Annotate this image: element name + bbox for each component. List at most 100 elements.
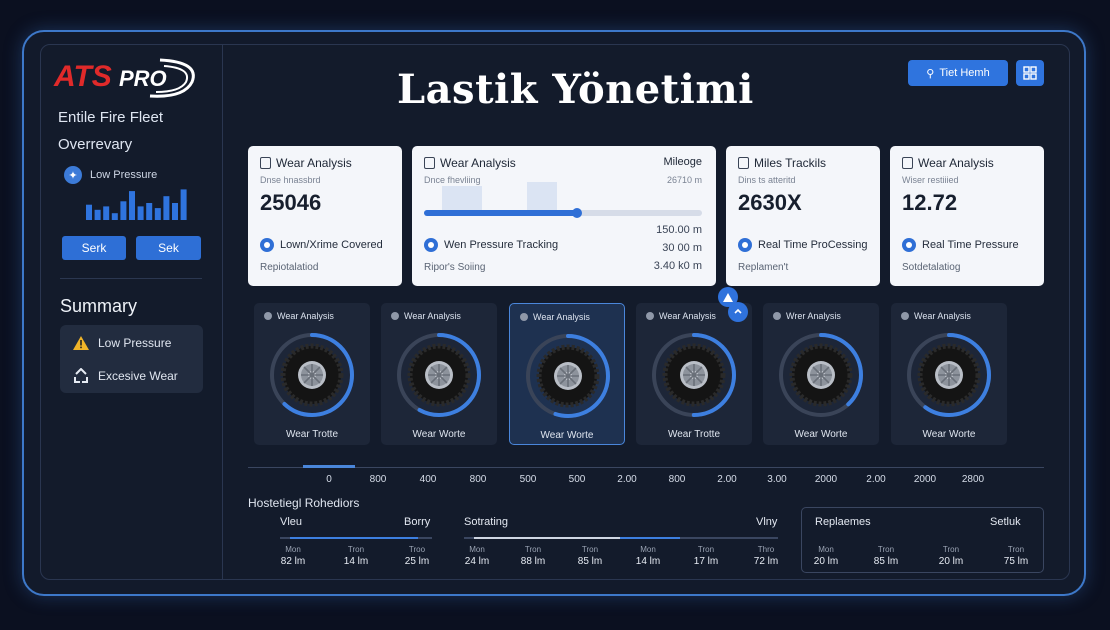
panel3-left-label: Replaemes — [815, 516, 871, 528]
tire-card[interactable]: Wear Analysis Wear Trotte — [254, 303, 370, 445]
summary-item-label: Low Pressure — [98, 336, 172, 350]
summary-item-low-pressure[interactable]: Low Pressure — [72, 335, 171, 351]
summary-panel: Low Pressure Excesive Wear — [60, 325, 203, 393]
history-cell-value: 24 lm — [464, 556, 490, 567]
sidebar-left-button[interactable]: Serk — [62, 236, 126, 260]
scale-tick-label: 2.00 — [617, 474, 637, 485]
scale-tick-label: 2.00 — [866, 474, 886, 485]
mileage-progress-handle[interactable] — [571, 208, 582, 218]
svg-text:PRO: PRO — [119, 66, 167, 91]
status-dot-icon — [901, 312, 909, 320]
tire-card-header: Wear Analysis — [901, 311, 971, 321]
history-cell-header: Tron — [942, 545, 960, 554]
tire-card[interactable]: Wear Analysis Wear Trotte — [636, 303, 752, 445]
svg-text:ATS: ATS — [53, 60, 112, 93]
info-icon — [424, 238, 438, 252]
history-cell-header: Tron — [581, 545, 599, 554]
card-feature: Wen Pressure Tracking — [444, 239, 559, 251]
history-cell-header: Tron — [347, 545, 365, 554]
tire-card-footer: Wear Trotte — [667, 429, 721, 440]
tire-card-header: Wear Analysis — [391, 311, 461, 321]
history-cell-header: Mon — [469, 545, 485, 554]
tire-card[interactable]: Wrer Analysis Wear Worte — [763, 303, 879, 445]
mini-bar — [137, 206, 144, 220]
history-cell-value: 88 lm — [520, 556, 546, 567]
document-icon — [902, 157, 913, 169]
card-feature: Real Time Pressure — [922, 239, 1019, 251]
card-footer: Ripor's Soiing — [424, 262, 486, 273]
search-button[interactable]: ⚲ Tiet Hemh — [908, 60, 1008, 86]
history-cell-header: Tron — [697, 545, 715, 554]
bg-bar — [442, 186, 482, 214]
mini-bar — [172, 203, 178, 220]
card-value-1: 150.00 m — [656, 224, 702, 236]
tire-icon — [536, 344, 600, 408]
stat-card-pressure[interactable]: Wear Analysis Wiser restiiied 12.72 Real… — [890, 146, 1044, 286]
tire-card-title: Wear Analysis — [277, 311, 334, 321]
scale-tick-label: 0 — [326, 474, 332, 485]
gauge-arc — [397, 333, 481, 417]
gauge-arc — [779, 333, 863, 417]
tire-icon — [280, 343, 344, 407]
sidebar-right-button[interactable]: Sek — [136, 236, 201, 260]
low-pressure-row[interactable]: ✦ Low Pressure — [64, 166, 157, 184]
tire-card-title: Wrer Analysis — [786, 311, 841, 321]
history-cell-value: 14 lm — [635, 556, 661, 567]
tire-icon — [662, 343, 726, 407]
scale-tick-label: 2800 — [961, 474, 985, 485]
tire-icon — [407, 343, 471, 407]
scale-axis — [248, 467, 1044, 468]
scale-highlight[interactable] — [303, 465, 355, 468]
history-cell-value: 82 lm — [280, 556, 306, 567]
atspro-logo[interactable]: ATS PRO — [52, 52, 202, 102]
mini-bar — [180, 189, 187, 220]
history-cell-header: Troo — [408, 545, 426, 554]
tire-gauge — [397, 333, 481, 417]
card-footer: Repiotalatiod — [260, 262, 319, 273]
scale-tick-label: 800 — [369, 474, 387, 485]
tire-icon — [917, 343, 981, 407]
history-cell-value: 75 lm — [1003, 556, 1029, 567]
gauge-icon: ✦ — [64, 166, 82, 184]
gauge-arc — [652, 333, 736, 417]
mini-bar — [163, 196, 170, 220]
stat-card-miles-tracking[interactable]: Miles Trackils Dins ts atteritd 2630X Re… — [726, 146, 880, 286]
status-dot-icon — [391, 312, 399, 320]
sidebar-divider — [60, 278, 202, 279]
tire-card-footer: Wear Worte — [412, 429, 466, 440]
low-pressure-label: Low Pressure — [90, 169, 158, 181]
expand-badge[interactable] — [728, 302, 748, 322]
history-cell-header: Mon — [818, 545, 834, 554]
grid-menu-button[interactable] — [1016, 60, 1044, 86]
tire-card[interactable]: Wear Analysis Wear Worte — [509, 303, 625, 445]
tire-card-title: Wear Analysis — [659, 311, 716, 321]
card-title: Wear Analysis — [276, 156, 352, 170]
tire-card-footer: Wear Trotte — [285, 429, 339, 440]
replacement-panel — [801, 507, 1044, 573]
stat-card-wear-analysis[interactable]: Wear Analysis Dnse hnassbrd 25046 Lown/X… — [248, 146, 402, 286]
stat-card-mileage[interactable]: Wear Analysis Mileoge Dnce fhevliing 267… — [412, 146, 716, 286]
card-value: 12.72 — [902, 190, 958, 215]
tire-card-title: Wear Analysis — [914, 311, 971, 321]
summary-item-excessive-wear[interactable]: Excesive Wear — [72, 368, 178, 384]
scale-tick-label: 2000 — [814, 474, 838, 485]
tire-card-header: Wear Analysis — [264, 311, 334, 321]
scale-tick-label: 800 — [469, 474, 487, 485]
card-footer: Replamen't — [738, 262, 789, 273]
tire-gauge — [779, 333, 863, 417]
tire-gauge — [270, 333, 354, 417]
tire-card-title: Wear Analysis — [404, 311, 461, 321]
recycle-icon — [74, 368, 88, 383]
info-icon — [738, 238, 752, 252]
mini-bar — [129, 191, 135, 220]
history-cell-value: 20 lm — [813, 556, 839, 567]
panel2-fill-light — [474, 537, 620, 539]
tire-card[interactable]: Wear Analysis Wear Worte — [891, 303, 1007, 445]
card-title: Wear Analysis — [918, 156, 994, 170]
grid-icon — [1023, 66, 1037, 80]
mini-bar — [94, 209, 101, 220]
card-footer: Sotdetalatiog — [902, 262, 961, 273]
tire-card[interactable]: Wear Analysis Wear Worte — [381, 303, 497, 445]
history-cell-value: 85 lm — [873, 556, 899, 567]
card-subtitle: Wiser restiiied — [902, 175, 959, 185]
